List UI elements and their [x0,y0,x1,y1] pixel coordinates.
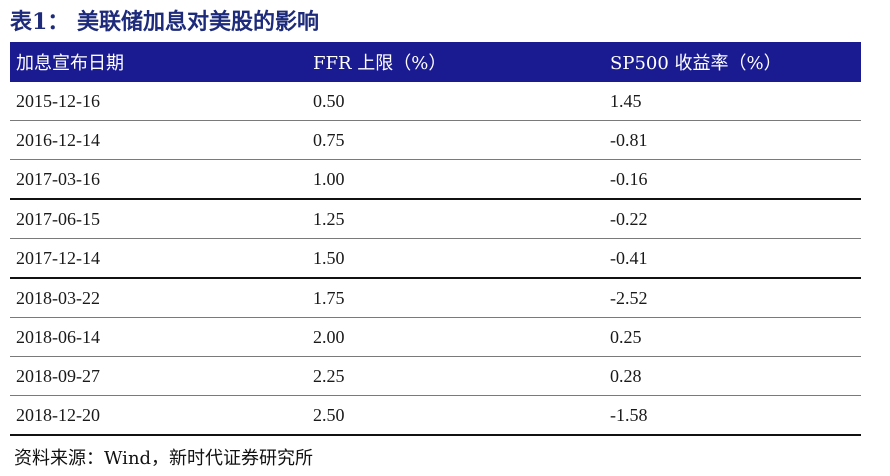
table-row: 2017-06-15 1.25 -0.22 [10,199,861,239]
cell-date: 2015-12-16 [10,82,307,121]
table-title: 表1： 美联储加息对美股的影响 [10,9,319,35]
cell-ffr: 1.75 [307,278,604,318]
cell-date: 2018-09-27 [10,356,307,396]
cell-ffr: 2.50 [307,395,604,436]
cell-date: 2018-06-14 [10,317,307,357]
cell-return: -0.22 [604,199,861,239]
table-row: 2017-12-14 1.50 -0.41 [10,238,861,279]
table-row: 2016-12-14 0.75 -0.81 [10,120,861,160]
table-row: 2015-12-16 0.50 1.45 [10,82,861,121]
cell-return: -0.41 [604,238,861,279]
table-header: 加息宣布日期 FFR 上限（%） SP500 收益率（%） [10,42,861,82]
table-row: 2018-03-22 1.75 -2.52 [10,278,861,318]
cell-ffr: 2.00 [307,317,604,357]
header-sp500-return: SP500 收益率（%） [610,53,782,74]
cell-date: 2016-12-14 [10,120,307,160]
cell-ffr: 2.25 [307,356,604,396]
cell-return: -0.16 [604,159,861,200]
table-row: 2018-09-27 2.25 0.28 [10,356,861,396]
cell-return: 0.28 [604,356,861,396]
cell-return: 1.45 [604,82,861,121]
rate-hike-table: 加息宣布日期 FFR 上限（%） SP500 收益率（%） 2015-12-16… [10,42,861,436]
cell-date: 2017-03-16 [10,159,307,200]
cell-return: -2.52 [604,278,861,318]
cell-ffr: 0.50 [307,82,604,121]
table-body: 2015-12-16 0.50 1.45 2016-12-14 0.75 -0.… [10,82,861,436]
cell-return: -0.81 [604,120,861,160]
table-row: 2018-12-20 2.50 -1.58 [10,395,861,436]
table-row: 2017-03-16 1.00 -0.16 [10,159,861,200]
header-ffr-upper: FFR 上限（%） [313,53,447,74]
cell-return: -1.58 [604,395,861,436]
cell-ffr: 1.00 [307,159,604,200]
cell-date: 2017-06-15 [10,199,307,239]
table-row: 2018-06-14 2.00 0.25 [10,317,861,357]
source-note: 资料来源：Wind，新时代证券研究所 [14,448,314,469]
cell-date: 2017-12-14 [10,238,307,279]
cell-date: 2018-12-20 [10,395,307,436]
cell-ffr: 1.25 [307,199,604,239]
header-row: 加息宣布日期 FFR 上限（%） SP500 收益率（%） [10,42,861,82]
cell-ffr: 1.50 [307,238,604,279]
rate-hike-table-container: 加息宣布日期 FFR 上限（%） SP500 收益率（%） 2015-12-16… [10,42,861,436]
cell-ffr: 0.75 [307,120,604,160]
header-announce-date: 加息宣布日期 [16,53,124,74]
cell-date: 2018-03-22 [10,278,307,318]
cell-return: 0.25 [604,317,861,357]
